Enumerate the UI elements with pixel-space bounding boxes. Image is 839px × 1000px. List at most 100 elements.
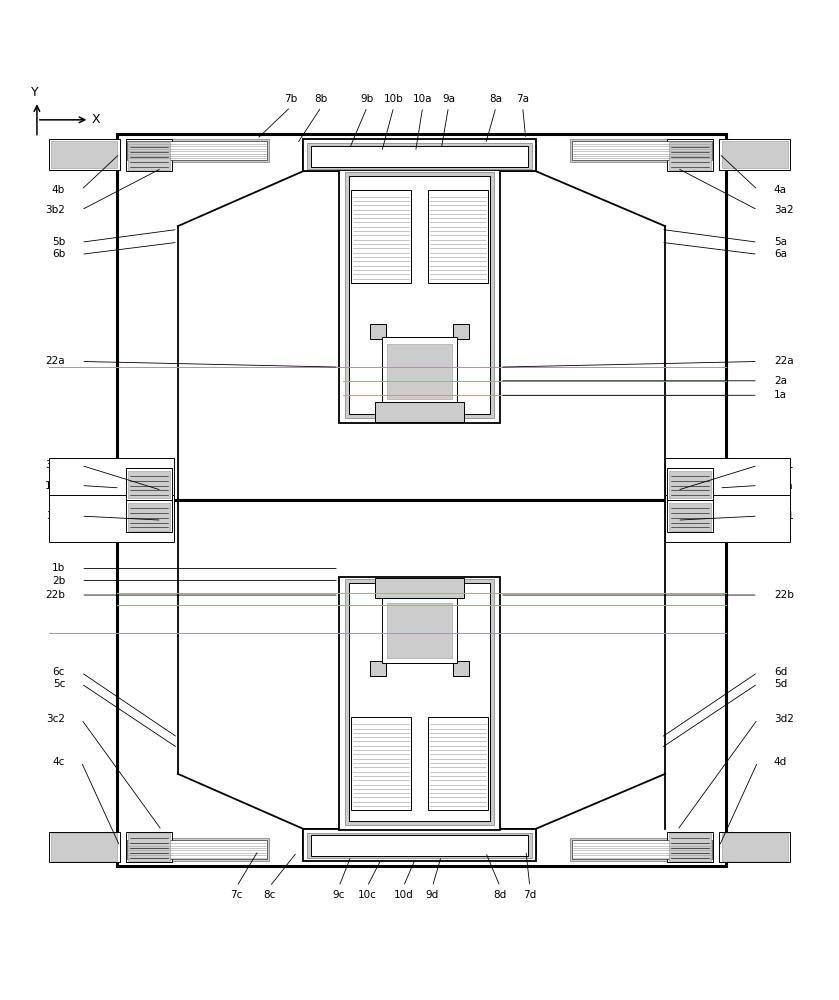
Bar bbox=[49, 458, 174, 505]
Text: 4b: 4b bbox=[52, 185, 65, 195]
Bar bbox=[665, 458, 790, 505]
Bar bbox=[351, 190, 411, 283]
Text: 8c: 8c bbox=[263, 890, 276, 900]
Bar bbox=[310, 835, 529, 856]
Text: 9c: 9c bbox=[333, 890, 345, 900]
Bar bbox=[349, 583, 490, 821]
Bar bbox=[51, 141, 117, 168]
Bar bbox=[375, 578, 464, 598]
Text: 9d: 9d bbox=[425, 890, 439, 900]
Text: 8b: 8b bbox=[315, 94, 328, 104]
Text: 3a1: 3a1 bbox=[774, 460, 794, 470]
Bar bbox=[128, 840, 268, 859]
Bar bbox=[117, 500, 726, 866]
Bar bbox=[719, 139, 790, 170]
Bar bbox=[667, 468, 713, 500]
Bar bbox=[126, 500, 172, 532]
Bar bbox=[126, 832, 172, 862]
Bar bbox=[428, 717, 488, 810]
Text: 4d: 4d bbox=[774, 757, 787, 767]
Bar bbox=[388, 344, 451, 399]
Text: 5a: 5a bbox=[774, 237, 787, 247]
Bar bbox=[667, 832, 713, 862]
Text: 9a: 9a bbox=[442, 94, 455, 104]
Bar bbox=[383, 337, 456, 403]
Text: 22a: 22a bbox=[45, 356, 65, 366]
Text: 22b: 22b bbox=[45, 590, 65, 600]
Bar bbox=[339, 170, 500, 423]
Bar bbox=[49, 832, 120, 862]
Text: 5d: 5d bbox=[774, 679, 787, 689]
Text: 10c: 10c bbox=[357, 890, 377, 900]
Text: 2a: 2a bbox=[774, 376, 787, 386]
Bar bbox=[670, 471, 711, 498]
Bar bbox=[369, 661, 386, 676]
Bar bbox=[51, 833, 117, 861]
Bar bbox=[128, 503, 169, 531]
Text: 8d: 8d bbox=[493, 890, 507, 900]
Bar bbox=[453, 661, 470, 676]
Bar bbox=[126, 468, 172, 500]
Text: 1a: 1a bbox=[774, 390, 787, 400]
Bar bbox=[571, 840, 711, 859]
Text: 6b: 6b bbox=[52, 249, 65, 259]
Bar bbox=[670, 833, 711, 861]
Text: 11a: 11a bbox=[774, 481, 794, 491]
Text: 6d: 6d bbox=[774, 667, 787, 677]
Bar bbox=[346, 579, 493, 825]
Text: 7c: 7c bbox=[231, 890, 242, 900]
Bar bbox=[339, 577, 500, 830]
Text: 22b: 22b bbox=[774, 590, 794, 600]
Bar bbox=[117, 134, 726, 500]
Text: 3c1: 3c1 bbox=[46, 511, 65, 521]
Text: 22a: 22a bbox=[774, 356, 794, 366]
Text: 3b2: 3b2 bbox=[45, 205, 65, 215]
Bar bbox=[375, 402, 464, 422]
Bar bbox=[369, 324, 386, 339]
Text: 3b1: 3b1 bbox=[45, 460, 65, 470]
Bar bbox=[303, 829, 536, 861]
Text: 7a: 7a bbox=[516, 94, 529, 104]
Text: Y: Y bbox=[31, 86, 39, 99]
Text: 8a: 8a bbox=[489, 94, 503, 104]
Bar bbox=[722, 833, 788, 861]
Bar bbox=[346, 172, 493, 418]
Text: 3c2: 3c2 bbox=[46, 714, 65, 724]
Bar bbox=[126, 139, 172, 171]
Text: 10b: 10b bbox=[384, 94, 404, 104]
Bar bbox=[307, 833, 532, 858]
Text: 6c: 6c bbox=[53, 667, 65, 677]
Bar bbox=[126, 139, 268, 162]
Text: 5c: 5c bbox=[53, 679, 65, 689]
Text: 5b: 5b bbox=[52, 237, 65, 247]
Bar bbox=[349, 176, 490, 414]
Text: 3d1: 3d1 bbox=[774, 511, 794, 521]
Text: 3d2: 3d2 bbox=[774, 714, 794, 724]
Text: 11b: 11b bbox=[45, 481, 65, 491]
Bar bbox=[303, 139, 536, 171]
Text: 9b: 9b bbox=[361, 94, 373, 104]
Bar bbox=[428, 190, 488, 283]
Bar bbox=[128, 833, 169, 861]
Text: 10d: 10d bbox=[393, 890, 414, 900]
Bar bbox=[722, 141, 788, 168]
Bar bbox=[128, 142, 169, 170]
Text: 7d: 7d bbox=[524, 890, 536, 900]
Text: 4a: 4a bbox=[774, 185, 787, 195]
Bar bbox=[670, 142, 711, 170]
Bar bbox=[665, 495, 790, 542]
Bar bbox=[351, 717, 411, 810]
Text: 1b: 1b bbox=[52, 563, 65, 573]
Bar bbox=[670, 503, 711, 531]
Bar bbox=[571, 141, 711, 160]
Text: 3a2: 3a2 bbox=[774, 205, 794, 215]
Bar bbox=[571, 838, 713, 861]
Bar bbox=[126, 838, 268, 861]
Bar bbox=[49, 495, 174, 542]
Bar bbox=[383, 597, 456, 663]
Bar bbox=[453, 324, 470, 339]
Bar bbox=[128, 471, 169, 498]
Bar bbox=[128, 141, 268, 160]
Text: X: X bbox=[91, 113, 101, 126]
Bar bbox=[388, 603, 451, 658]
